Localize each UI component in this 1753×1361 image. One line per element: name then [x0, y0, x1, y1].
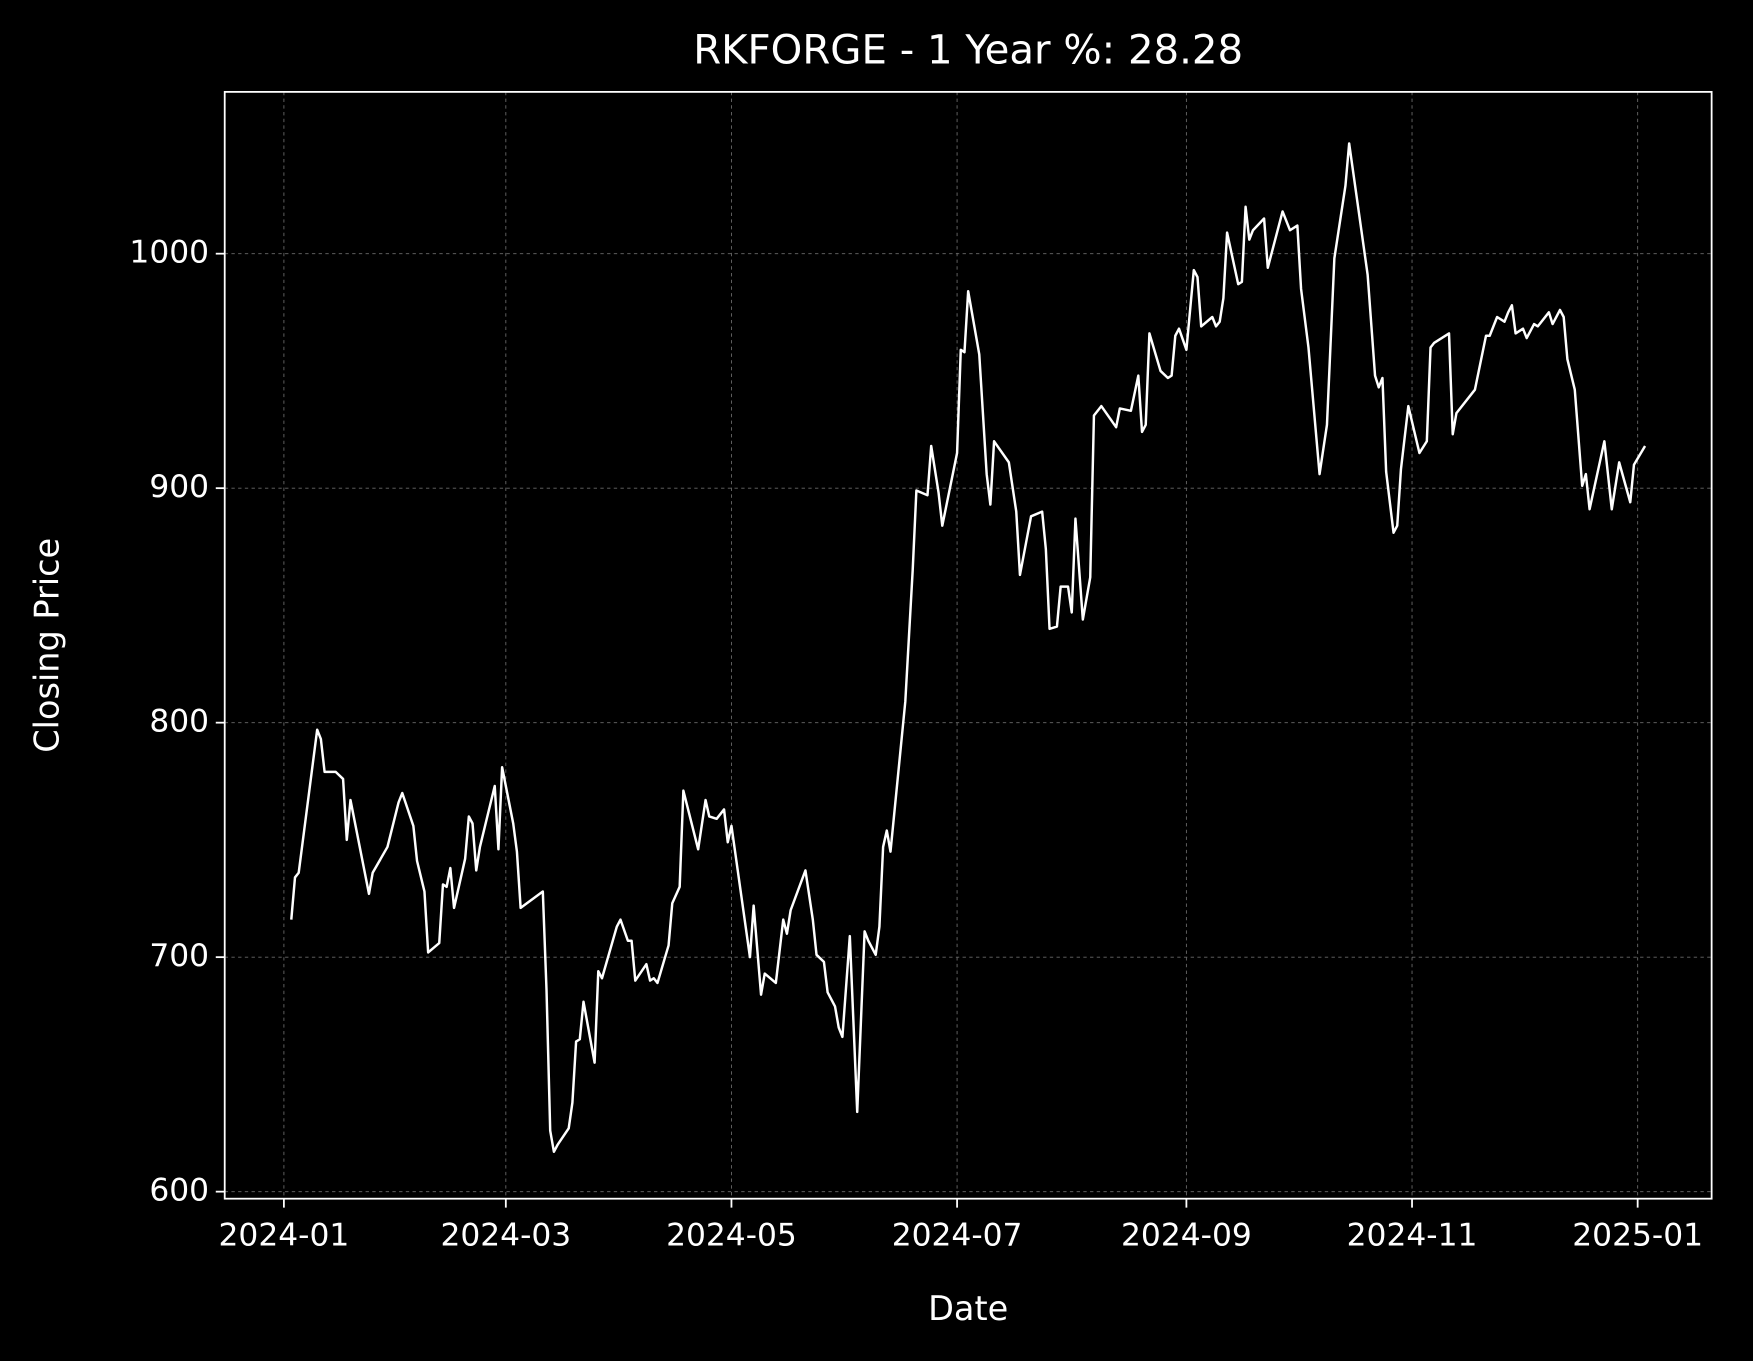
grid	[224, 91, 1712, 1199]
y-tick-label: 900	[149, 469, 209, 505]
ticks: 600 700 800 900 1000 2024-01 2024-03 2024-05 202…	[129, 235, 1703, 1254]
x-tick-label: 2024-11	[1347, 1218, 1478, 1254]
y-tick-label: 700	[149, 938, 209, 974]
y-axis-label: Closing Price	[28, 538, 67, 753]
x-tick-label: 2024-05	[666, 1218, 797, 1254]
plot	[290, 142, 1647, 1154]
x-axis-label: Date	[928, 1289, 1008, 1328]
x-tick-label: 2024-03	[440, 1218, 571, 1254]
chart-title: RKFORGE - 1 Year %: 28.28	[693, 28, 1243, 74]
x-tick-label: 2025-01	[1572, 1218, 1703, 1254]
x-tick-label: 2024-07	[892, 1218, 1023, 1254]
x-tick-label: 2024-09	[1121, 1218, 1252, 1254]
y-tick-label: 800	[149, 704, 209, 740]
axes-frame	[223, 90, 1713, 1200]
y-tick-label: 600	[149, 1173, 209, 1209]
price-line	[290, 142, 1647, 1154]
x-tick-label: 2024-01	[219, 1218, 350, 1254]
y-tick-label: 1000	[129, 235, 209, 271]
